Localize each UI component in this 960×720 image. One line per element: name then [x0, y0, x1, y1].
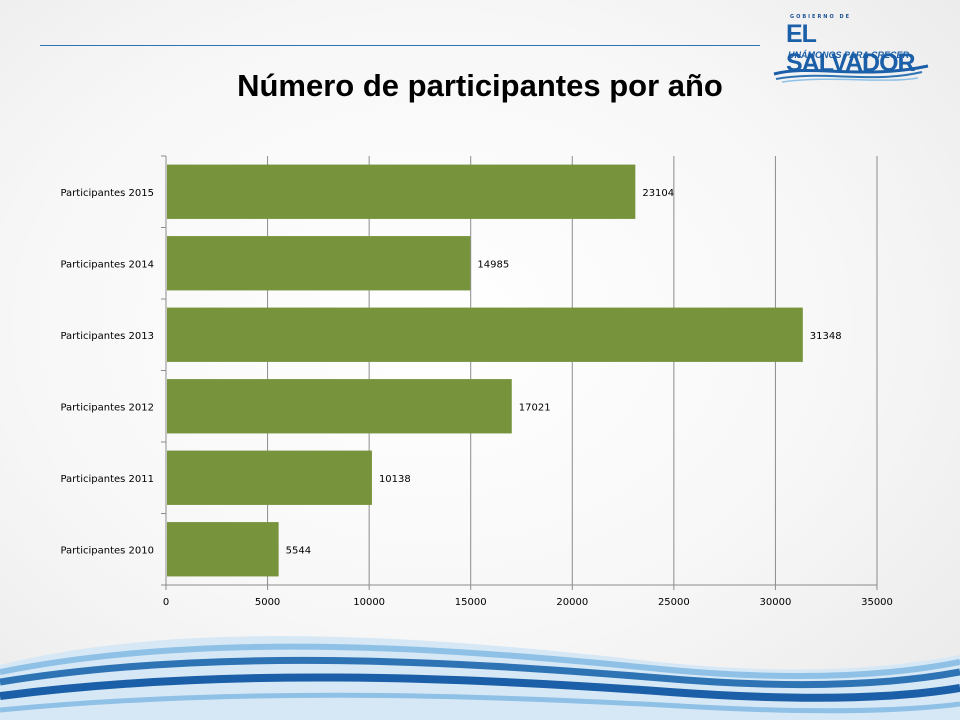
x-tick-label: 35000: [861, 597, 893, 608]
x-tick-label: 20000: [556, 597, 588, 608]
bar: [167, 164, 636, 219]
category-label: Participantes 2011: [60, 474, 154, 485]
x-tick-label: 10000: [353, 597, 385, 608]
data-label: 5544: [286, 545, 311, 556]
data-label: 17021: [519, 402, 551, 413]
category-label: Participantes 2014: [60, 259, 154, 270]
el-salvador-logo: GOBIERNO DE EL SALVADOR UNÁMONOS PARA CR…: [772, 14, 934, 84]
decorative-waves-icon: [0, 636, 960, 720]
logo-waves-icon: [773, 64, 929, 83]
bar: [167, 522, 279, 577]
data-label: 31348: [810, 331, 842, 342]
logo-tagline: UNÁMONOS PARA CRECER: [788, 50, 910, 60]
page-title: Número de participantes por año: [237, 68, 723, 103]
x-tick-label: 5000: [255, 597, 280, 608]
category-label: Participantes 2010: [60, 545, 154, 556]
bar: [167, 307, 803, 362]
x-tick-label: 0: [163, 597, 169, 608]
header-rule: [40, 45, 760, 46]
x-tick-label: 30000: [760, 597, 792, 608]
category-label: Participantes 2015: [60, 188, 154, 199]
bar-chart: 0 5000 10000 15000 20000 25000 30000 35000 Parti…: [60, 155, 893, 608]
x-tick-label: 15000: [455, 597, 487, 608]
bar: [167, 379, 512, 434]
bar: [167, 450, 372, 505]
logo-top-text: GOBIERNO DE: [790, 14, 852, 20]
bars: [167, 164, 803, 577]
labels: 0 5000 10000 15000 20000 25000 30000 35000 Parti…: [60, 188, 892, 608]
x-tick-label: 25000: [658, 597, 690, 608]
category-label: Participantes 2013: [60, 331, 154, 342]
grid-lines: [161, 155, 878, 590]
category-label: Participantes 2012: [60, 402, 154, 413]
data-label: 14985: [477, 259, 509, 270]
bar: [167, 236, 471, 291]
data-label: 10138: [379, 474, 411, 485]
data-label: 23104: [642, 188, 674, 199]
